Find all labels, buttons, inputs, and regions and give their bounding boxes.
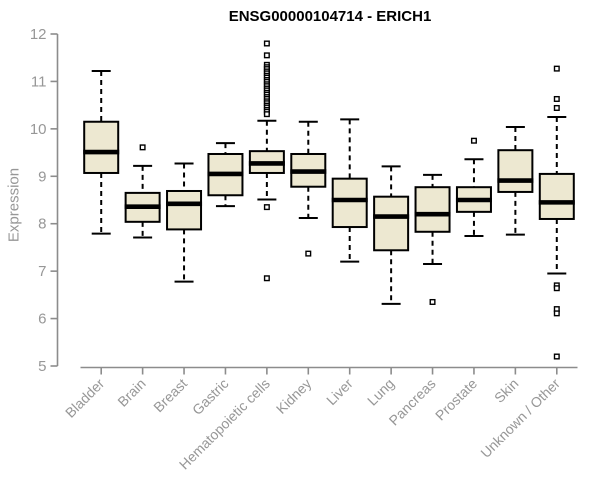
boxplot-group (166, 162, 203, 283)
x-tick-label: Prostate (432, 375, 480, 423)
boxplot-group (414, 173, 451, 305)
x-tick-label: Liver (323, 375, 356, 408)
outlier-point (553, 65, 560, 72)
box-rect (373, 195, 410, 252)
boxplot-group (455, 137, 492, 238)
outlier-point (263, 40, 270, 47)
outlier-point (305, 250, 312, 257)
y-tick-label: 6 (38, 311, 46, 328)
outlier-point (470, 137, 477, 144)
y-tick-label: 8 (38, 216, 46, 233)
box-rect (83, 120, 120, 174)
outlier-point (553, 104, 560, 111)
y-tick-label: 5 (38, 358, 46, 375)
boxplot-group (83, 69, 120, 235)
outlier-point (263, 111, 270, 118)
boxplot-group (497, 125, 534, 236)
outlier-point (429, 298, 436, 305)
y-tick-label: 12 (30, 26, 47, 43)
chart-title: ENSG00000104714 - ERICH1 (228, 8, 432, 25)
outlier-point (263, 204, 270, 211)
outlier-point (263, 275, 270, 282)
x-tick-label: Brain (114, 375, 148, 409)
boxplot-group (373, 165, 410, 305)
box-rect (497, 149, 534, 193)
outlier-point (263, 52, 270, 59)
y-tick-label: 11 (31, 73, 47, 90)
outlier-point (553, 353, 560, 360)
y-tick-label: 9 (38, 168, 46, 185)
y-tick-label: 10 (30, 121, 47, 138)
box-rect (331, 177, 368, 229)
x-tick-label: Skin (491, 375, 522, 406)
boxplot-group (331, 118, 368, 263)
outlier-point (553, 310, 560, 317)
outlier-point (553, 285, 560, 292)
boxplot-group (124, 144, 161, 239)
boxplot-group (248, 40, 285, 282)
outlier-point (139, 144, 146, 151)
boxplot-group (538, 65, 575, 360)
x-tick-label: Breast (150, 375, 190, 415)
outlier-point (553, 95, 560, 102)
box-rect (538, 172, 575, 220)
y-tick-label: 7 (38, 263, 46, 280)
box-rect (166, 189, 203, 231)
x-tick-label: Bladder (62, 375, 108, 421)
box-rect (414, 186, 451, 233)
x-tick-label: Kidney (273, 375, 315, 417)
x-tick-label: Unknown / Other (477, 375, 563, 461)
boxplot-group (290, 120, 327, 257)
boxplot-group (207, 142, 244, 208)
x-tick-label: Lung (364, 375, 397, 408)
